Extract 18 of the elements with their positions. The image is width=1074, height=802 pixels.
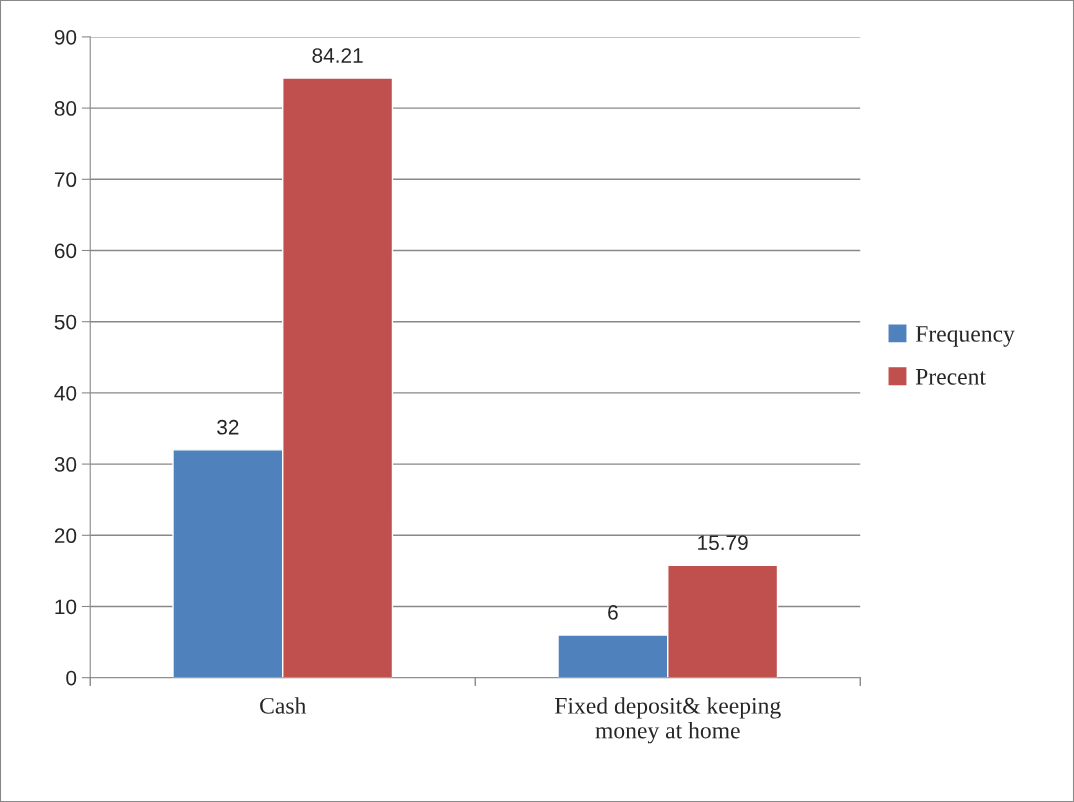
y-tick-label: 50 [54,314,77,330]
y-tick-label: 90 [54,29,77,45]
data-label: 84.21 [312,48,363,63]
y-tick-label: 60 [54,243,77,259]
y-tick-label: 80 [54,101,77,116]
x-tick-label: Cash [260,697,307,714]
legend-label: Frequency [915,326,1015,347]
data-label: 32 [217,419,239,435]
data-label: 6 [608,604,618,620]
y-tick-label: 40 [54,385,77,401]
y-tick-label: 10 [55,599,77,615]
y-tick-label: 30 [54,457,77,472]
y-tick-label: 70 [54,172,77,188]
data-label: 15.79 [698,535,748,551]
y-tick-label: 0 [66,670,77,686]
y-tick-label: 20 [54,528,77,544]
x-tick-label: Fixed deposit& keeping money at home [554,697,781,744]
legend-label: Precent [915,369,986,385]
